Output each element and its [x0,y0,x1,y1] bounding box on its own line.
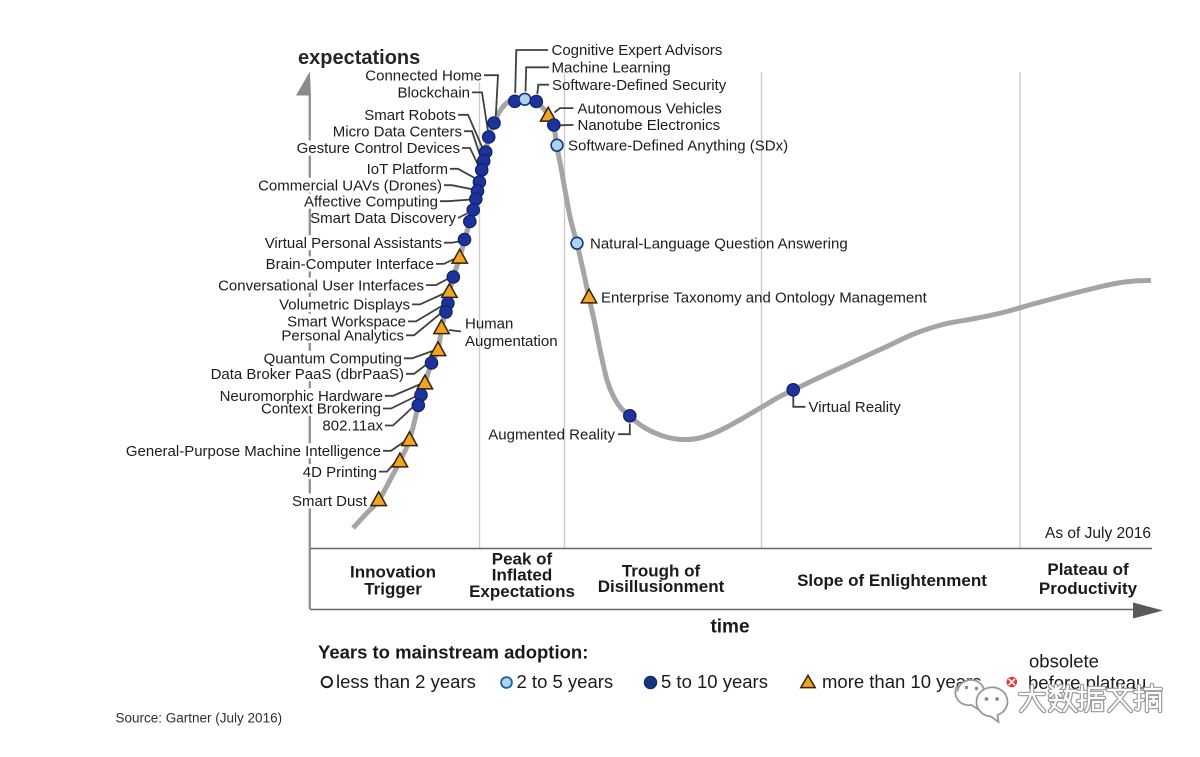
svg-text:Augmented Reality: Augmented Reality [488,426,615,443]
svg-text:IoT Platform: IoT Platform [367,161,448,178]
svg-text:expectations: expectations [298,47,420,69]
svg-text:Data Broker PaaS (dbrPaaS): Data Broker PaaS (dbrPaaS) [211,366,404,383]
svg-text:less than 2 years: less than 2 years [336,671,476,692]
svg-text:Software-Defined Anything (SDx: Software-Defined Anything (SDx) [568,137,788,154]
svg-text:Affective Computing: Affective Computing [304,193,438,210]
svg-text:Human: Human [465,316,513,333]
svg-text:Virtual Personal Assistants: Virtual Personal Assistants [265,235,442,252]
svg-text:Productivity: Productivity [1039,579,1138,598]
svg-text:Brain-Computer Interface: Brain-Computer Interface [266,256,434,273]
svg-text:Blockchain: Blockchain [397,85,470,102]
svg-text:Natural-Language Question Answ: Natural-Language Question Answering [590,235,848,252]
svg-text:Virtual Reality: Virtual Reality [809,399,902,416]
svg-text:Source: Gartner (July 2016): Source: Gartner (July 2016) [116,711,283,726]
svg-text:2 to 5 years: 2 to 5 years [517,671,614,692]
svg-text:Gesture Control Devices: Gesture Control Devices [297,140,460,157]
svg-text:Smart Robots: Smart Robots [364,107,456,124]
svg-text:Disillusionment: Disillusionment [598,577,725,596]
svg-text:As of July 2016: As of July 2016 [1045,525,1151,542]
svg-text:Micro Data Centers: Micro Data Centers [333,123,462,140]
svg-text:Commercial UAVs (Drones): Commercial UAVs (Drones) [258,177,442,194]
svg-text:Autonomous Vehicles: Autonomous Vehicles [578,100,722,117]
svg-text:Plateau of: Plateau of [1047,560,1129,579]
svg-text:Smart Dust: Smart Dust [292,493,368,510]
svg-text:Machine Learning: Machine Learning [552,60,671,77]
svg-text:Cognitive Expert Advisors: Cognitive Expert Advisors [552,42,723,59]
svg-text:4D Printing: 4D Printing [303,464,377,481]
svg-text:more than 10 years: more than 10 years [822,671,981,692]
svg-text:Inflated: Inflated [492,566,552,585]
svg-text:Trigger: Trigger [364,580,422,599]
svg-text:Peak of: Peak of [492,550,553,569]
svg-text:Conversational User Interfaces: Conversational User Interfaces [218,277,424,294]
svg-text:Software-Defined Security: Software-Defined Security [552,77,727,94]
svg-text:Smart Workspace: Smart Workspace [287,314,406,331]
svg-text:Enterprise Taxonomy and Ontolo: Enterprise Taxonomy and Ontology Managem… [601,290,928,307]
svg-text:time: time [710,617,749,638]
svg-text:Smart Data Discovery: Smart Data Discovery [310,210,456,227]
svg-text:General-Purpose Machine Intell: General-Purpose Machine Intelligence [126,443,381,460]
svg-text:Volumetric Displays: Volumetric Displays [279,297,410,314]
svg-text:802.11ax: 802.11ax [322,418,383,435]
svg-text:Slope of Enlightenment: Slope of Enlightenment [797,571,987,590]
svg-text:obsolete: obsolete [1029,651,1099,672]
svg-text:Context Brokering: Context Brokering [261,401,381,418]
svg-text:Nanotube Electronics: Nanotube Electronics [578,117,721,134]
svg-text:Connected Home: Connected Home [365,67,482,84]
svg-text:Augmentation: Augmentation [465,333,558,350]
svg-text:Years to mainstream adoption:: Years to mainstream adoption: [318,642,588,663]
svg-text:Personal Analytics: Personal Analytics [281,328,404,345]
svg-text:Neuromorphic Hardware: Neuromorphic Hardware [220,388,383,405]
svg-text:5 to 10 years: 5 to 10 years [661,671,768,692]
svg-text:Trough of: Trough of [622,562,701,581]
svg-text:Innovation: Innovation [350,563,436,582]
svg-text:Expectations: Expectations [469,582,575,601]
svg-text:Quantum Computing: Quantum Computing [264,351,402,368]
